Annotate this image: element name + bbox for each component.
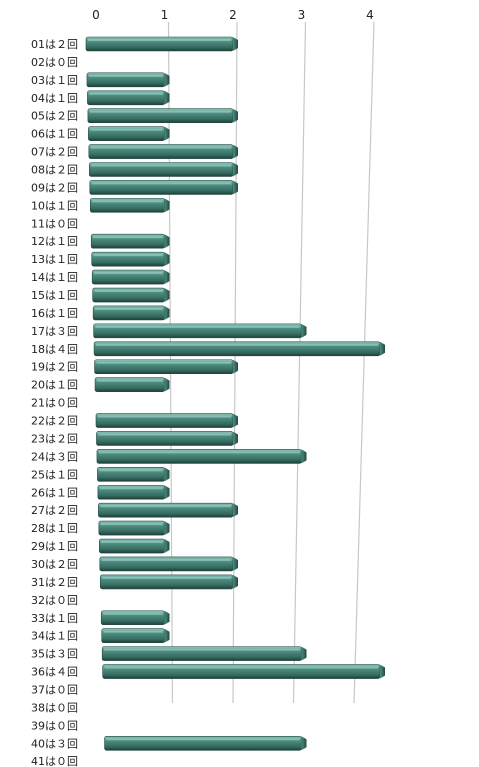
category-label: 31は２回 — [31, 576, 78, 589]
category-label: 01は２回 — [31, 38, 78, 51]
bar — [95, 413, 238, 428]
category-label: 23は２回 — [31, 432, 78, 445]
bar — [90, 233, 170, 249]
category-label: 39は０回 — [31, 719, 78, 732]
bar — [89, 198, 170, 213]
x-tick-label: 4 — [366, 8, 374, 22]
bar — [98, 502, 238, 518]
category-label: 30は２回 — [31, 558, 78, 571]
category-label: 09は２回 — [31, 181, 78, 194]
bar — [85, 36, 238, 52]
category-label: 28は１回 — [31, 522, 78, 535]
category-label: 05は２回 — [31, 110, 78, 123]
bar — [92, 305, 170, 321]
category-label: 12は１回 — [31, 235, 78, 248]
category-label: 15は１回 — [31, 289, 78, 302]
gridline — [353, 21, 375, 704]
category-label: 07は２回 — [31, 146, 78, 159]
bar — [86, 72, 170, 88]
bar — [88, 144, 238, 159]
bar — [87, 90, 170, 106]
bar — [98, 520, 170, 536]
category-label: 02は０回 — [31, 56, 78, 69]
bar — [91, 269, 170, 285]
category-label: 38は０回 — [31, 701, 78, 714]
category-label: 04は１回 — [31, 92, 78, 105]
bar — [100, 610, 170, 626]
bar — [101, 628, 170, 643]
x-tick-label: 3 — [298, 8, 306, 22]
bar — [99, 538, 170, 554]
category-label: 24は３回 — [31, 450, 78, 463]
category-label: 16は１回 — [31, 307, 78, 320]
bar — [97, 484, 170, 500]
x-tick-label: 1 — [161, 8, 169, 22]
bar — [101, 646, 307, 661]
bar — [87, 108, 238, 124]
category-label: 21は０回 — [31, 397, 78, 410]
category-label: 19は２回 — [31, 361, 78, 374]
bar — [94, 359, 238, 375]
category-label: 36は４回 — [31, 666, 78, 679]
bar — [104, 735, 307, 751]
bar — [89, 180, 238, 195]
bar — [102, 664, 385, 679]
bar — [88, 126, 170, 141]
bar — [96, 449, 307, 464]
category-label: 13は１回 — [31, 253, 78, 266]
bar — [96, 431, 238, 446]
bar — [93, 323, 307, 339]
x-axis-ticks: 0 1 2 3 4 — [92, 8, 374, 22]
bar — [91, 251, 170, 267]
category-label: 10は１回 — [31, 199, 78, 212]
bar — [89, 162, 238, 177]
category-label: 22は２回 — [31, 415, 78, 428]
category-label: 14は１回 — [31, 271, 78, 284]
category-label: 18は４回 — [31, 343, 78, 356]
bar — [99, 574, 238, 590]
category-label: 27は２回 — [31, 504, 78, 517]
category-label: 34は１回 — [31, 630, 78, 643]
category-label: 29は１回 — [31, 540, 78, 553]
bar — [94, 377, 170, 392]
category-label: 32は０回 — [31, 594, 78, 607]
category-label: 33は１回 — [31, 612, 78, 625]
category-label: 35は３回 — [31, 648, 78, 661]
bars — [85, 36, 385, 751]
x-tick-label: 0 — [92, 8, 100, 22]
category-label: 17は３回 — [31, 325, 78, 338]
bar — [92, 287, 170, 303]
category-label: 41は０回 — [31, 755, 78, 767]
category-label: 25は１回 — [31, 468, 78, 481]
category-label: 08は２回 — [31, 164, 78, 177]
gridline — [292, 21, 307, 704]
bar — [93, 341, 385, 357]
category-label: 11は０回 — [31, 217, 78, 230]
category-label: 06は１回 — [31, 128, 78, 141]
bar — [97, 467, 170, 482]
category-label: 37は０回 — [31, 683, 78, 696]
category-label: 03は１回 — [31, 74, 78, 87]
bar — [99, 556, 238, 572]
category-label: 40は３回 — [31, 737, 78, 750]
category-label: 20は１回 — [31, 379, 78, 392]
x-tick-label: 2 — [229, 8, 237, 22]
category-labels: 01は２回 02は０回 03は１回 04は１回 05は２回 06は１回 07は２回 08は２回… — [31, 38, 78, 767]
category-label: 26は１回 — [31, 486, 78, 499]
